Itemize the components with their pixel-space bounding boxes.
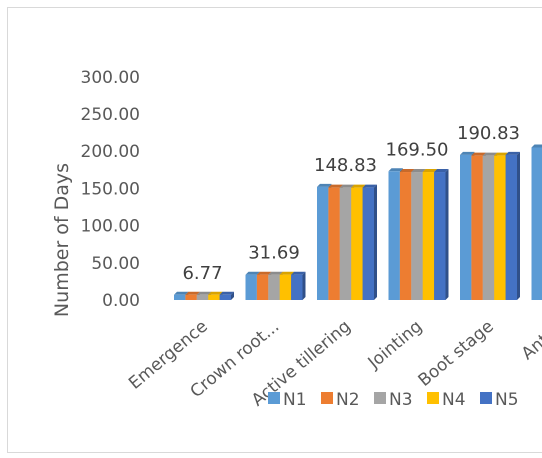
data-label: 190.83 [457, 123, 520, 144]
y-tick-label: 100.00 [81, 217, 140, 237]
legend-item-n2: N2 [321, 390, 360, 410]
legend-item-n1: N1 [268, 390, 307, 410]
legend-item-n3: N3 [374, 390, 413, 410]
legend: N1 N2 N3 N4 N5 [268, 390, 519, 410]
y-tick-label: 150.00 [81, 179, 140, 199]
bar-n5 [434, 169, 449, 300]
legend-label: N3 [389, 390, 413, 410]
bars [174, 144, 542, 300]
x-category-label: Anthe [518, 317, 542, 365]
chart-frame [7, 7, 542, 453]
legend-item-n4: N4 [427, 390, 466, 410]
bar-n5 [291, 271, 306, 300]
y-axis-ticks: 0.00 50.00 100.00 150.00 200.00 250.00 300.00 [81, 68, 140, 311]
y-tick-label: 300.00 [81, 68, 140, 88]
bar-n5 [362, 184, 377, 300]
data-label: 31.69 [248, 243, 300, 264]
data-label: 6.77 [182, 263, 222, 284]
bar-n5 [505, 151, 520, 300]
y-tick-label: 50.00 [91, 254, 140, 274]
y-tick-label: 200.00 [81, 142, 140, 162]
legend-item-n5: N5 [480, 390, 519, 410]
x-category-label: Jointing [364, 317, 427, 374]
data-label: 148.83 [314, 155, 377, 176]
legend-label: N5 [495, 390, 519, 410]
bar-n5 [219, 291, 234, 300]
data-label: 169.50 [386, 139, 449, 160]
bar-n1 [531, 144, 542, 300]
legend-label: N4 [442, 390, 466, 410]
y-tick-label: 250.00 [81, 105, 140, 125]
legend-label: N1 [283, 390, 307, 410]
x-category-label: Boot stage [415, 317, 498, 391]
y-tick-label: 0.00 [102, 291, 140, 311]
legend-label: N2 [336, 390, 360, 410]
y-axis-label: Number of Days [51, 163, 73, 317]
